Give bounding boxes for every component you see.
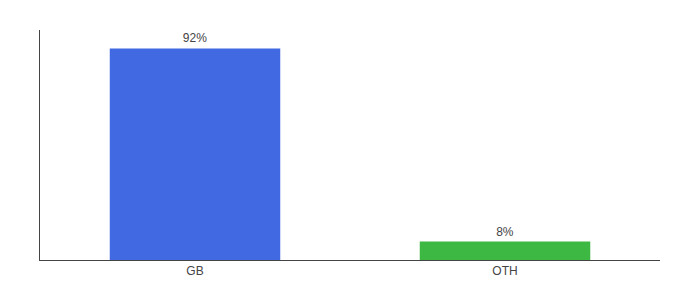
svg-text:92%: 92%: [183, 31, 207, 45]
svg-text:OTH: OTH: [492, 264, 517, 278]
svg-text:GB: GB: [186, 264, 203, 278]
svg-text:8%: 8%: [496, 225, 514, 239]
